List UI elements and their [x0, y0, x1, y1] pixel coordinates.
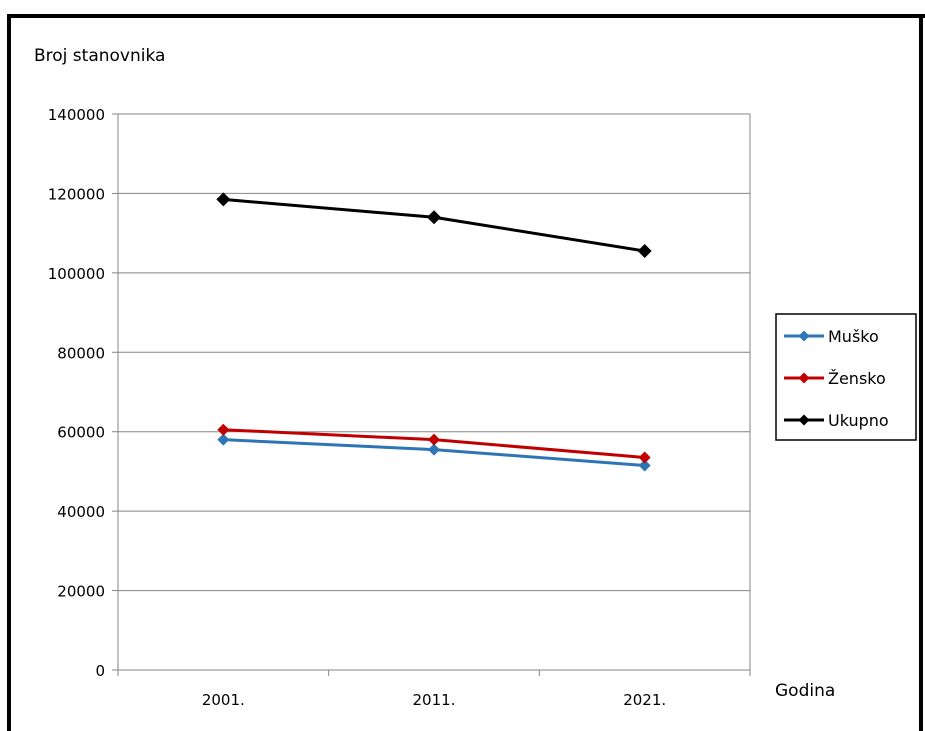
x-tick-label: 2011.	[413, 691, 456, 709]
legend-label: Ukupno	[828, 411, 889, 430]
x-tick-label: 2021.	[623, 691, 666, 709]
series-line	[223, 197, 645, 253]
x-tick-labels: 2001. 2011. 2021.	[202, 691, 666, 709]
data-point	[217, 423, 230, 436]
data-point	[428, 443, 440, 456]
legend-marker	[798, 330, 810, 342]
y-tick-label: 20000	[57, 583, 105, 601]
y-tick-labels: 0 20000 40000 60000 80000 100000 120000 140000	[48, 106, 105, 680]
y-tick-label: 140000	[48, 106, 105, 124]
data-point	[428, 433, 440, 446]
y-tick-label: 40000	[57, 503, 105, 521]
legend-label: Muško	[828, 327, 879, 346]
data-point	[217, 433, 230, 446]
legend-entry: Ukupno	[784, 411, 889, 430]
y-tick-label: 80000	[57, 344, 105, 362]
x-axis-title: Godina	[775, 681, 835, 701]
axes	[112, 113, 751, 676]
legend-entry: Muško	[784, 327, 879, 346]
series-1	[217, 423, 651, 464]
y-tick-label: 100000	[48, 265, 105, 283]
data-point	[638, 451, 651, 464]
data-point	[216, 192, 231, 207]
data-point	[427, 210, 441, 225]
y-axis-title: Broj stanovnika	[34, 46, 165, 66]
x-tick-label: 2001.	[202, 691, 245, 709]
legend-marker	[798, 372, 810, 384]
legend: Muško Žensko Ukupno	[784, 327, 889, 430]
y-tick-label: 60000	[57, 424, 105, 442]
series-2	[216, 192, 652, 259]
legend-label: Žensko	[828, 369, 886, 388]
series-0	[217, 433, 651, 472]
grid-lines	[118, 192, 750, 592]
legend-entry: Žensko	[784, 369, 886, 388]
y-tick-label: 120000	[48, 185, 105, 203]
data-point	[637, 244, 652, 259]
y-tick-label: 0	[95, 662, 105, 680]
data-point	[638, 459, 651, 472]
series-lines	[216, 192, 652, 472]
plot-area	[117, 113, 751, 671]
legend-marker	[798, 414, 810, 426]
